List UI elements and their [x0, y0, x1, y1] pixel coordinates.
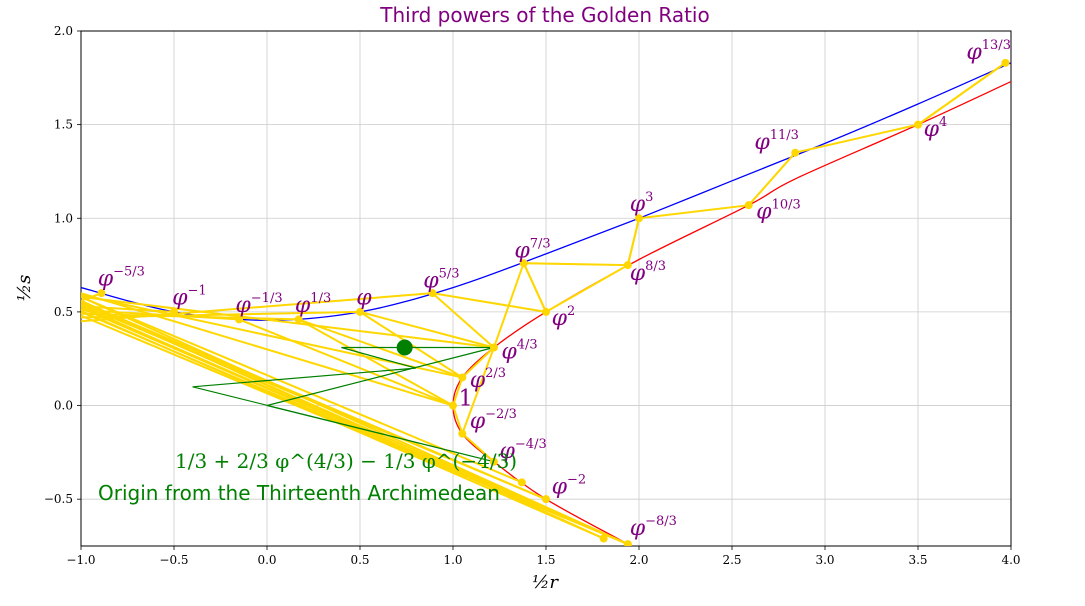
y-tick-label: 0.5 — [54, 305, 73, 319]
point-phi_-7/3 — [599, 534, 608, 543]
x-tick-label: 2.5 — [722, 553, 741, 567]
y-tick-label: 1.0 — [54, 211, 73, 225]
x-tick-label: 3.5 — [908, 553, 927, 567]
gold-fan-line — [81, 301, 629, 546]
point-phi_2/3 — [458, 373, 467, 382]
label-phi_5/3: φ5/3 — [423, 267, 459, 294]
label-phi_8/3: φ8/3 — [630, 259, 666, 286]
x-tick-label: −1.0 — [66, 553, 95, 567]
y-tick-label: −0.5 — [44, 492, 73, 506]
clipped-plot — [81, 58, 1011, 546]
x-tick-label: 4.0 — [1001, 553, 1020, 567]
point-phi_0 — [449, 401, 457, 410]
label-phi_3: φ3 — [630, 190, 654, 217]
gold-segment — [461, 346, 495, 379]
point-phi_5/3 — [428, 289, 437, 298]
annotation-text: Origin from the Thirteenth Archimedean — [98, 481, 500, 505]
point-phi_-1/3 — [235, 315, 244, 324]
point-phi_11/3 — [791, 148, 800, 157]
point-phi_10/3 — [744, 201, 753, 210]
x-tick-label: −0.5 — [159, 553, 188, 567]
gold-fan-line — [81, 292, 454, 407]
label-phi_-2/3: φ−2/3 — [470, 407, 517, 434]
gold-fan-line — [81, 305, 566, 519]
plot-frame — [80, 30, 1012, 547]
point-phi_4 — [914, 120, 922, 129]
gold-fan-line — [81, 300, 547, 501]
point-phi_1 — [356, 307, 364, 316]
point-phi_-1 — [170, 307, 178, 316]
gold-fan-line — [81, 295, 495, 349]
label-phi_1/3: φ1/3 — [295, 291, 331, 318]
point-phi_4/3 — [489, 343, 498, 352]
x-tick-label: 1.5 — [536, 553, 555, 567]
point-phi_1/3 — [294, 315, 303, 324]
point-phi_-5/3 — [97, 289, 106, 298]
label-phi_-2: φ−2 — [552, 473, 587, 500]
gold-segment — [452, 405, 464, 434]
gold-segment — [626, 218, 640, 266]
point-phi_2 — [542, 307, 550, 316]
label-phi_-8/3: φ−8/3 — [630, 514, 677, 541]
x-axis-label: ½r — [532, 572, 559, 593]
label-phi_4: φ4 — [924, 115, 948, 142]
label-phi_-5/3: φ−5/3 — [98, 265, 145, 292]
blue-curve — [81, 62, 1011, 321]
x-tick-label: 2.0 — [629, 553, 648, 567]
x-tick-label: 0.0 — [257, 553, 276, 567]
y-tick-label: 0.0 — [54, 399, 73, 413]
plot-area — [81, 58, 1011, 546]
label-phi_-1: φ−1 — [172, 283, 207, 310]
x-tick-label: 3.0 — [815, 553, 834, 567]
point-phi_-5/3 — [517, 478, 526, 487]
green-dot — [396, 339, 413, 356]
label-phi_2/3: φ2/3 — [470, 366, 506, 393]
gold-segment — [452, 377, 464, 406]
label-phi_2: φ2 — [552, 304, 576, 331]
label-phi_4/3: φ4/3 — [501, 338, 537, 365]
point-phi_13/3 — [1001, 58, 1010, 67]
point-phi_-4/3 — [489, 457, 498, 466]
x-tick-label: 1.0 — [443, 553, 462, 567]
label-phi_0: 1 — [459, 387, 473, 412]
gold-segment — [545, 264, 629, 313]
gold-segment — [522, 262, 547, 313]
x-tick-label: 0.5 — [350, 553, 369, 567]
point-phi_-2/3 — [458, 429, 467, 438]
point-phi_7/3 — [519, 259, 528, 268]
point-phi_8/3 — [623, 261, 632, 270]
gold-segment — [492, 262, 525, 348]
chart-title: Third powers of the Golden Ratio — [379, 3, 709, 27]
label-phi_10/3: φ10/3 — [756, 197, 801, 224]
gold-segment — [461, 432, 495, 463]
y-tick-label: 1.5 — [54, 118, 73, 132]
formula-text: 1/3 + 2/3 φ^(4/3) − 1/3 φ^(−4/3) — [175, 449, 517, 473]
point-phi_-8/3 — [623, 540, 632, 546]
gold-fan-line — [81, 292, 433, 323]
point-phi_3 — [635, 214, 643, 223]
y-tick-label: 2.0 — [54, 24, 73, 38]
gold-fan-line — [81, 296, 523, 484]
axes: −1.0 −0.5 0.0 0.5 1.0 1.5 2.0 2.5 3.0 3.5 4.0 −0.5 0… — [44, 24, 1021, 567]
gold-segment — [917, 62, 1006, 126]
label-phi_1: φ — [356, 285, 372, 310]
point-labels: φ−8/3φ−2φ−4/3φ−2/31φ2/3φ4/3φ2φ8/3φ10/3φ4… — [98, 38, 1011, 541]
y-axis-label: ½s — [14, 275, 35, 302]
point-phi_-2 — [542, 495, 550, 504]
gold-segment — [461, 347, 495, 434]
